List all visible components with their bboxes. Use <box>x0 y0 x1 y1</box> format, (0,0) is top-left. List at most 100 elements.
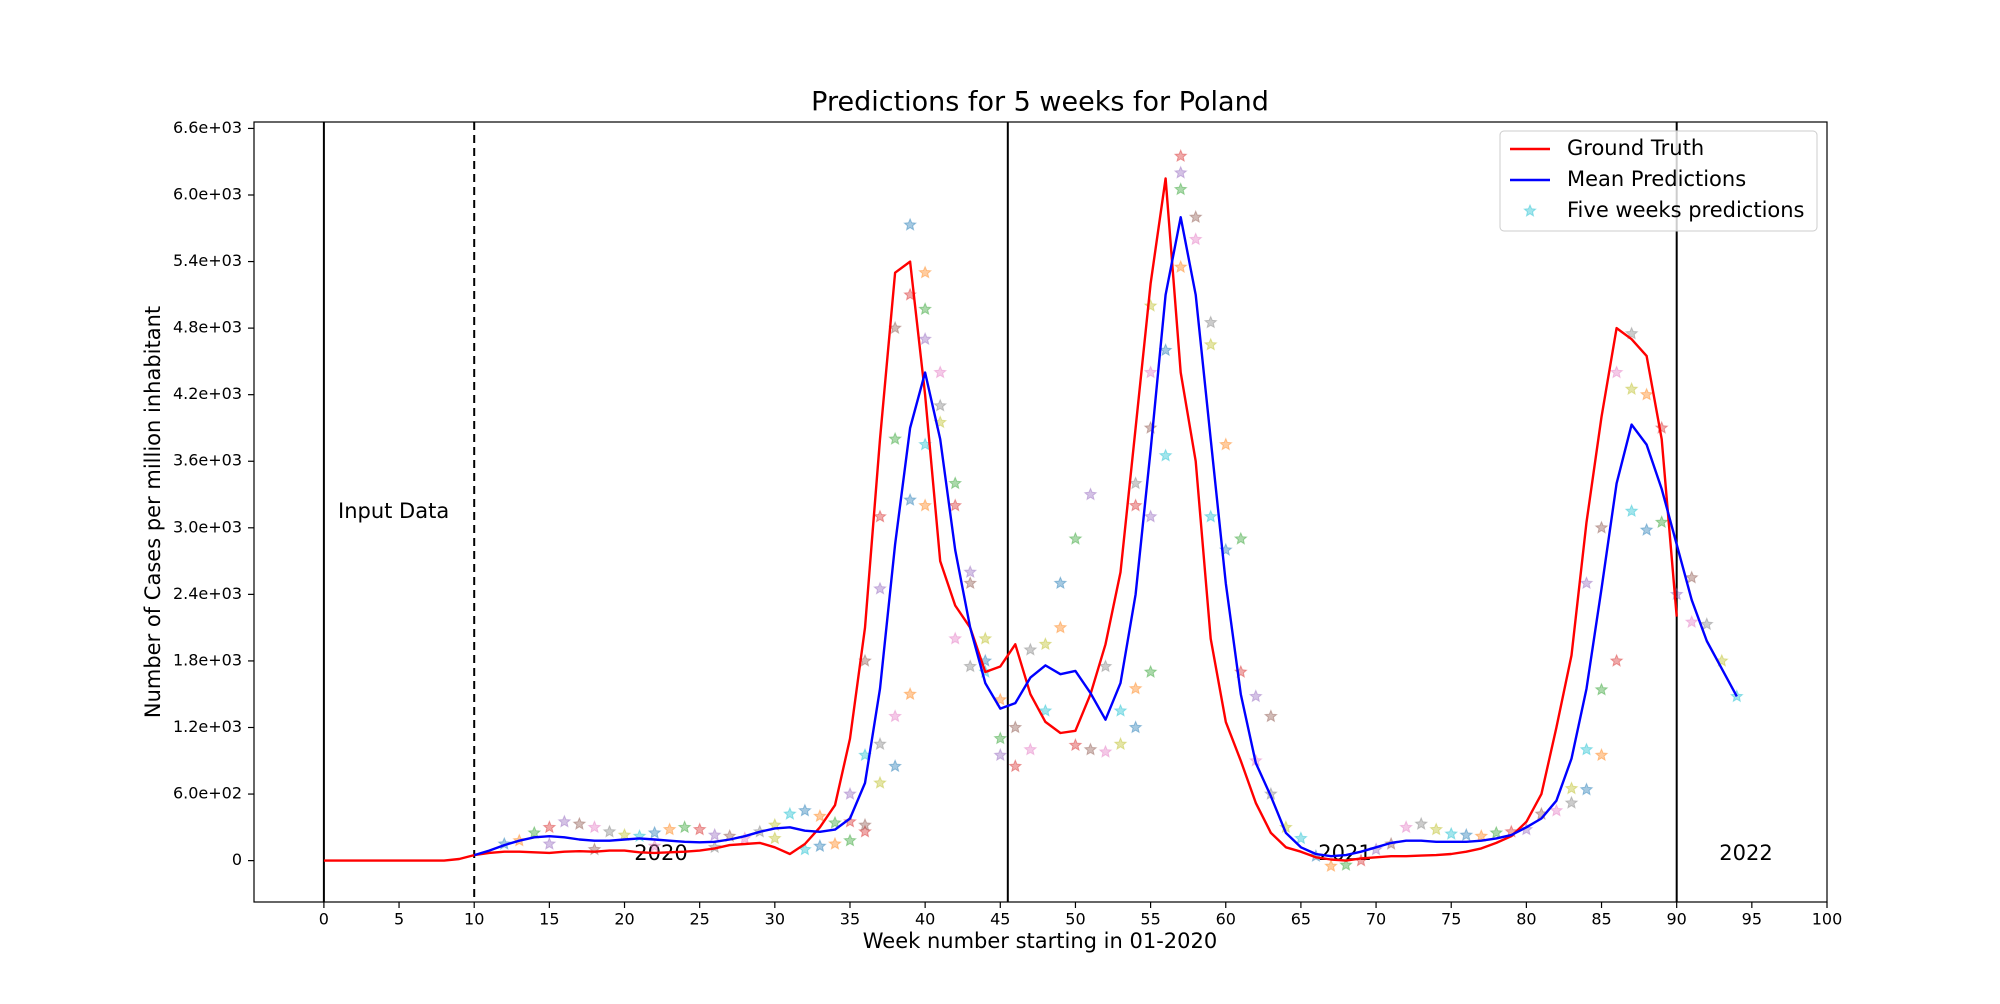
y-tick-label: 0 <box>232 850 242 869</box>
prediction-star <box>542 819 557 834</box>
y-tick-label: 1.2e+03 <box>173 717 242 736</box>
y-tick-label: 1.8e+03 <box>173 650 242 669</box>
prediction-star <box>647 838 662 853</box>
x-tick-label: 30 <box>765 910 785 929</box>
prediction-star <box>1624 381 1639 396</box>
prediction-star <box>933 365 948 379</box>
y-tick-label: 4.8e+03 <box>173 318 242 337</box>
prediction-star <box>963 576 978 590</box>
y-tick-label: 6.0e+02 <box>173 784 242 803</box>
prediction-star <box>1624 503 1639 518</box>
x-tick-label: 90 <box>1667 910 1687 929</box>
y-tick-label: 2.4e+03 <box>173 584 242 603</box>
prediction-star <box>1579 782 1594 796</box>
prediction-star <box>827 815 842 829</box>
prediction-star <box>873 736 887 751</box>
prediction-star <box>1173 259 1188 274</box>
prediction-star <box>1609 365 1624 379</box>
prediction-star <box>1098 659 1113 673</box>
prediction-star <box>1549 803 1564 817</box>
prediction-star <box>918 498 933 512</box>
prediction-star <box>963 659 978 673</box>
prediction-star <box>1684 570 1699 584</box>
prediction-star <box>843 786 857 800</box>
x-tick-label: 35 <box>840 910 860 929</box>
prediction-star <box>1218 437 1233 451</box>
prediction-star <box>542 836 557 850</box>
x-tick-label: 85 <box>1591 910 1611 929</box>
prediction-star <box>1564 795 1579 809</box>
prediction-star <box>812 838 827 853</box>
x-tick-label: 60 <box>1216 910 1236 929</box>
prediction-star <box>827 836 842 850</box>
x-tick-label: 75 <box>1441 910 1461 929</box>
prediction-star <box>1564 781 1579 795</box>
y-tick-label: 3.6e+03 <box>173 451 242 470</box>
y-tick-label: 5.4e+03 <box>173 251 242 270</box>
prediction-star <box>1429 822 1444 836</box>
prediction-star <box>1248 689 1263 703</box>
plot-area <box>323 148 1744 873</box>
prediction-star <box>1399 819 1414 834</box>
prediction-star <box>993 747 1008 762</box>
prediction-star <box>797 803 812 817</box>
x-tick-label: 100 <box>1812 910 1843 929</box>
x-axis-label: Week number starting in 01-2020 <box>863 929 1217 953</box>
x-tick-label: 25 <box>689 910 709 929</box>
legend-label: Five weeks predictions <box>1567 198 1805 222</box>
prediction-star <box>1008 720 1023 734</box>
legend-label: Ground Truth <box>1567 136 1704 160</box>
x-tick-label: 80 <box>1516 910 1536 929</box>
prediction-star <box>1143 365 1158 379</box>
prediction-star <box>873 775 887 789</box>
x-tick-label: 70 <box>1366 910 1386 929</box>
prediction-star <box>1474 828 1489 843</box>
y-tick-label: 6.6e+03 <box>173 118 242 137</box>
legend-box <box>1499 130 1818 232</box>
legend-label: Mean Predictions <box>1567 167 1746 191</box>
prediction-star <box>858 817 872 832</box>
prediction-star <box>903 217 918 231</box>
prediction-star <box>767 831 782 845</box>
prediction-star <box>1609 653 1624 667</box>
prediction-star <box>1083 487 1098 501</box>
prediction-star <box>918 331 933 346</box>
prediction-star <box>1324 858 1338 873</box>
legend-marker <box>1523 203 1537 217</box>
x-tick-label: 40 <box>915 910 935 929</box>
prediction-star <box>1639 387 1654 401</box>
prediction-star <box>1594 682 1609 696</box>
prediction-star <box>1188 232 1203 246</box>
prediction-star <box>1113 703 1128 717</box>
x-tick-label: 55 <box>1140 910 1160 929</box>
prediction-star <box>948 631 963 645</box>
prediction-star <box>1023 742 1038 756</box>
prediction-star <box>587 819 602 834</box>
prediction-star <box>1684 614 1699 629</box>
prediction-star <box>1519 822 1534 836</box>
prediction-star <box>1579 742 1594 756</box>
prediction-star <box>873 509 887 523</box>
y-axis-label: Number of Cases per million inhabitant <box>141 306 165 718</box>
series-line <box>323 177 1678 862</box>
prediction-star <box>1173 165 1188 179</box>
x-tick-label: 45 <box>990 910 1010 929</box>
prediction-star <box>858 824 872 838</box>
prediction-star <box>1068 737 1083 752</box>
prediction-star <box>1128 681 1143 695</box>
prediction-star <box>1053 576 1068 590</box>
prediction-star <box>888 709 903 723</box>
prediction-star <box>692 822 707 836</box>
prediction-star <box>1053 620 1068 634</box>
prediction-star <box>843 814 857 828</box>
prediction-star <box>903 686 918 701</box>
annotation: 2022 <box>1719 841 1772 865</box>
prediction-star <box>1594 747 1609 762</box>
prediction-star <box>1143 664 1158 678</box>
prediction-star <box>1128 476 1143 490</box>
prediction-star <box>1023 642 1038 656</box>
prediction-star <box>1579 576 1594 590</box>
prediction-star <box>1654 514 1669 529</box>
prediction-star <box>1203 509 1218 523</box>
prediction-star <box>1489 825 1504 839</box>
